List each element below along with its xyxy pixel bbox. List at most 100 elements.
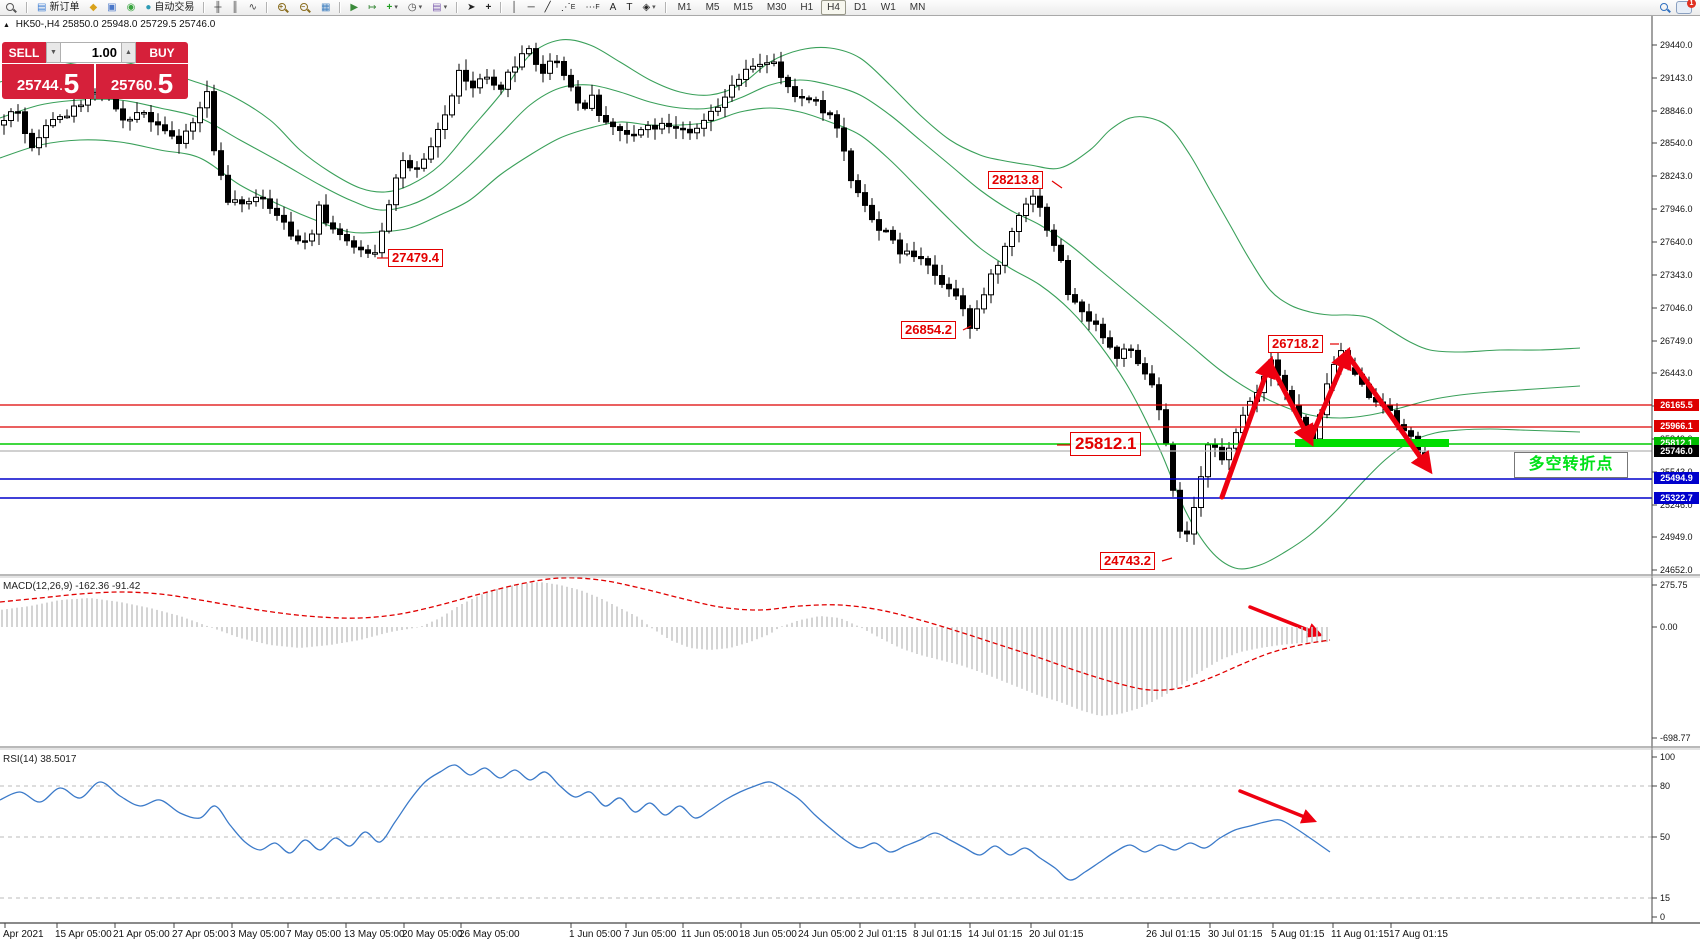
- timeframe-button-m1[interactable]: M1: [677, 2, 692, 13]
- periods-clock-icon[interactable]: ◷ ▾: [407, 1, 423, 13]
- chart-symbol-info: ▲ HK50-,H4 25850.0 25948.0 25729.5 25746…: [3, 19, 215, 30]
- candle: [1212, 438, 1218, 458]
- timeframe-button-h4[interactable]: H4: [821, 0, 846, 15]
- notifications-bubble-icon[interactable]: 1: [1676, 0, 1696, 14]
- main-toolbar: ▤ 新订单 ◆ ▣ ◉ ● 自动交易 ╫ ║ ∿ + − ▦ ▶ ↦ + ▾ ◷ ▾ ▤ ▾ ➤ + │ ─ ╱ ⋰ E ⋯ F A T ◈ ▾ M…: [0, 0, 1700, 16]
- macd-signal-line: [0, 577, 1331, 691]
- line-chart-mode-icon[interactable]: ∿: [248, 1, 257, 13]
- bollinger-upper-band: [0, 38, 1581, 353]
- new-order-button[interactable]: ▤ 新订单: [37, 1, 80, 13]
- candle: [386, 199, 392, 234]
- chart-shift-icon[interactable]: ↦: [368, 1, 377, 13]
- candle: [554, 55, 560, 68]
- bar-chart-mode-icon[interactable]: ╫: [214, 1, 222, 13]
- buy-price-display[interactable]: 25760. 5: [96, 64, 188, 99]
- candle: [232, 190, 238, 206]
- indicators-icon[interactable]: + ▾: [386, 1, 398, 13]
- timeframe-button-mn[interactable]: MN: [909, 2, 926, 13]
- candle: [1023, 197, 1029, 223]
- one-click-trade-panel: SELL ▼ ▲ BUY 25744.5 25760.5: [2, 42, 188, 99]
- volume-decrease-button[interactable]: ▼: [46, 42, 61, 63]
- symbol-info-text: HK50-,H4 25850.0 25948.0 25729.5 25746.0: [15, 19, 216, 30]
- axis-label: 100: [1660, 752, 1675, 762]
- timeframe-button-w1[interactable]: W1: [880, 2, 896, 13]
- candle: [393, 174, 399, 211]
- cursor-icon[interactable]: ➤: [467, 1, 476, 13]
- candle: [1184, 521, 1190, 542]
- vertical-line-icon[interactable]: │: [511, 1, 518, 13]
- trendline-icon[interactable]: ╱: [544, 1, 551, 13]
- axis-label: 27343.0: [1660, 270, 1693, 280]
- red-trend-arrow: [1248, 605, 1324, 638]
- candle: [169, 121, 175, 140]
- candle: [547, 53, 553, 80]
- timeframe-button-d1[interactable]: D1: [853, 2, 867, 13]
- candle: [1142, 357, 1148, 380]
- volume-increase-button[interactable]: ▲: [121, 42, 136, 63]
- note-textbox[interactable]: 多空转折点: [1514, 452, 1628, 478]
- time-axis-label: 7 Jun 05:00: [624, 929, 677, 940]
- candle: [498, 81, 504, 95]
- sell-price-main: 25744: [16, 77, 59, 94]
- sell-price-display[interactable]: 25744. 5: [2, 64, 94, 99]
- horizontal-line-icon[interactable]: ─: [527, 1, 535, 13]
- collapse-triangle-icon[interactable]: ▲: [3, 22, 10, 29]
- candle: [1198, 466, 1204, 517]
- volume-input[interactable]: [61, 42, 121, 63]
- candle: [190, 117, 196, 140]
- candle: [827, 110, 833, 120]
- axis-label: -698.77: [1660, 733, 1691, 743]
- toolbar-separator: [664, 2, 667, 13]
- candle: [274, 198, 280, 221]
- sell-button[interactable]: SELL: [2, 42, 46, 63]
- candle: [1191, 496, 1197, 545]
- candle: [925, 255, 931, 275]
- toolbar-separator: [265, 2, 268, 13]
- signal-icon[interactable]: ◉: [126, 1, 136, 13]
- axis-label: 80: [1660, 781, 1670, 791]
- candle: [799, 89, 805, 107]
- text-icon[interactable]: A: [609, 1, 617, 13]
- market-watch-icon[interactable]: ▣: [107, 1, 117, 13]
- time-axis-label: 30 Jul 01:15: [1208, 929, 1263, 940]
- timeframe-button-m30[interactable]: M30: [766, 2, 787, 13]
- axis-label: 0.00: [1660, 622, 1678, 632]
- zoom-in-icon[interactable]: +: [273, 0, 293, 15]
- axis-label: 25246.0: [1660, 500, 1693, 510]
- arrows-shapes-icon[interactable]: ◈ ▾: [642, 1, 656, 13]
- timeframe-button-h1[interactable]: H1: [800, 2, 814, 13]
- timeframe-button-m15[interactable]: M15: [733, 2, 753, 13]
- chart-profile-icon[interactable]: ◆: [89, 1, 98, 13]
- crosshair-icon[interactable]: +: [485, 1, 492, 13]
- candlestick-mode-icon[interactable]: ║: [231, 1, 239, 13]
- auto-scroll-icon[interactable]: ▶: [350, 1, 359, 13]
- timeframe-button-m5[interactable]: M5: [705, 2, 720, 13]
- time-axis-label: 17 Aug 01:15: [1389, 929, 1448, 940]
- axis-label: 26146.0: [1660, 401, 1693, 411]
- channels-icon[interactable]: ⋯ F: [585, 1, 600, 13]
- text-label-icon[interactable]: T: [626, 1, 633, 13]
- search-icon[interactable]: [1, 0, 21, 15]
- candle: [400, 152, 406, 189]
- time-axis-label: 20 May 05:00: [402, 929, 463, 940]
- time-axis-label: 8 Jul 01:15: [913, 929, 962, 940]
- search-icon[interactable]: [1655, 0, 1675, 15]
- candle: [470, 71, 476, 98]
- candle: [967, 304, 973, 339]
- candle: [708, 104, 714, 132]
- candle: [673, 116, 679, 139]
- candle: [484, 69, 490, 85]
- toolbar-separator: [26, 2, 28, 13]
- candle: [1114, 345, 1120, 367]
- tile-windows-icon[interactable]: ▦: [320, 1, 331, 13]
- candle: [666, 113, 672, 134]
- buy-button[interactable]: BUY: [136, 42, 188, 63]
- templates-icon[interactable]: ▤ ▾: [432, 1, 448, 13]
- candle: [1156, 377, 1162, 421]
- fibonacci-icon[interactable]: ⋰ E: [560, 1, 576, 13]
- candle: [36, 129, 42, 156]
- zoom-out-icon[interactable]: −: [295, 0, 315, 15]
- candle: [281, 206, 287, 230]
- autotrade-button[interactable]: ● 自动交易: [145, 1, 195, 13]
